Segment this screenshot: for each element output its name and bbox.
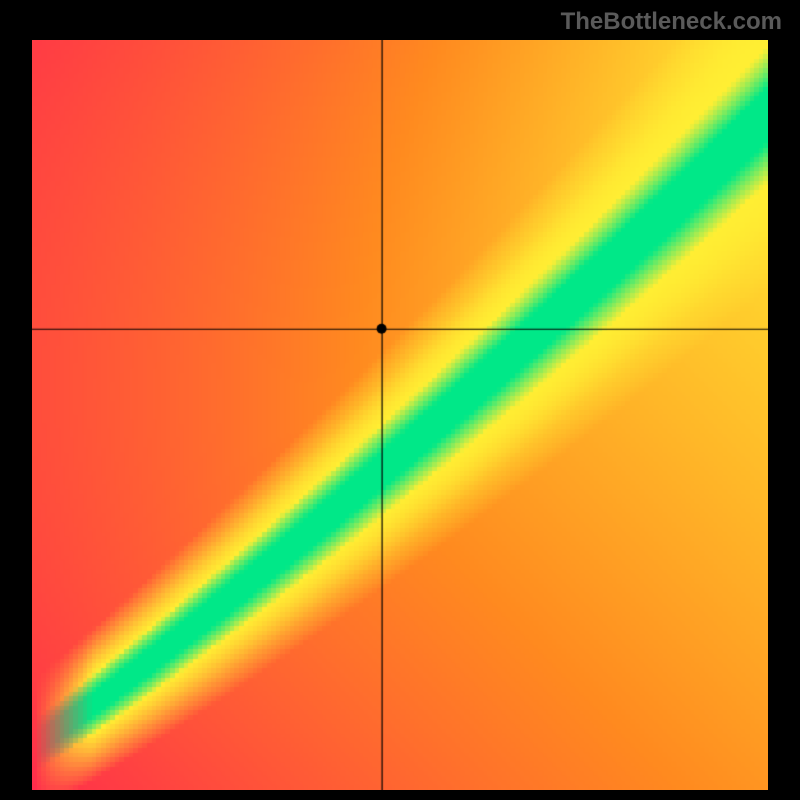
chart-root: TheBottleneck.com [0,0,800,800]
watermark-label: TheBottleneck.com [561,8,782,36]
bottleneck-heatmap [32,40,768,790]
